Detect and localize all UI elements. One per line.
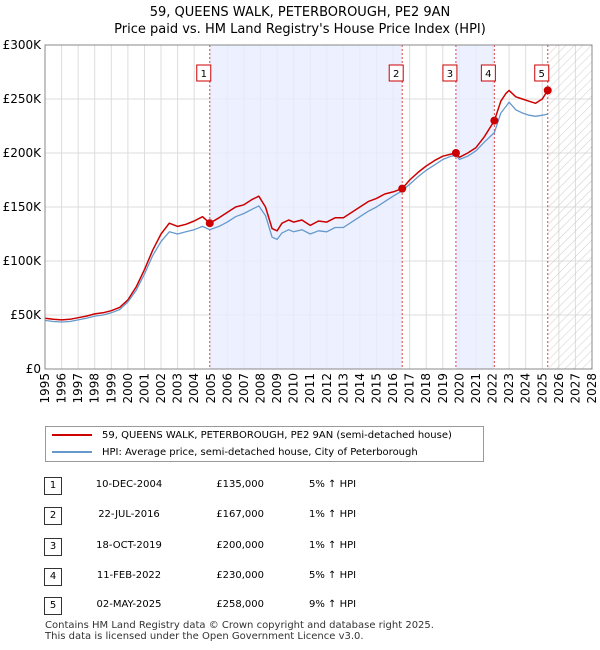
x-tick-label: 1998: [88, 373, 102, 404]
x-tick-label: 2020: [452, 373, 466, 404]
x-tick-label: 2011: [303, 373, 317, 404]
y-tick-label: £100K: [3, 254, 43, 268]
y-tick-label: £300K: [3, 38, 43, 52]
x-tick-label: 1995: [38, 373, 52, 404]
x-tick-label: 2013: [336, 373, 350, 404]
x-tick-label: 2009: [270, 373, 284, 404]
x-tick-label: 2014: [353, 373, 367, 404]
sale-marker: [206, 219, 214, 227]
x-tick-label: 2008: [253, 373, 267, 404]
y-tick-label: £200K: [3, 146, 43, 160]
x-tick-label: 2003: [171, 373, 185, 404]
sale-hpi: 5% ↑ HPI: [309, 479, 389, 490]
shaded-period: [456, 45, 494, 369]
x-tick-label: 2025: [535, 373, 549, 404]
x-tick-label: 2027: [568, 373, 582, 404]
price-chart: 59, QUEENS WALK, PETERBOROUGH, PE2 9AN P…: [0, 0, 600, 420]
sale-hpi: 5% ↑ HPI: [309, 570, 389, 581]
legend-label-property: 59, QUEENS WALK, PETERBOROUGH, PE2 9AN (…: [102, 430, 452, 441]
x-tick-label: 2028: [585, 373, 599, 404]
x-tick-label: 2023: [502, 373, 516, 404]
x-tick-label: 2001: [137, 373, 151, 404]
sale-marker: [490, 117, 498, 125]
chart-title: 59, QUEENS WALK, PETERBOROUGH, PE2 9AN: [150, 5, 451, 20]
x-tick-label: 2018: [419, 373, 433, 404]
table-row: 1 10-DEC-2004 £135,000 5% ↑ HPI: [44, 477, 464, 495]
sale-date: 22-JUL-2016: [84, 509, 174, 520]
table-row: 3 18-OCT-2019 £200,000 1% ↑ HPI: [44, 538, 464, 556]
sale-label: 3: [447, 69, 453, 80]
sale-label: 2: [393, 69, 399, 80]
x-tick-label: 2017: [403, 373, 417, 404]
y-tick-label: £250K: [3, 92, 43, 106]
sale-hpi: 9% ↑ HPI: [309, 599, 389, 610]
x-tick-label: 2007: [237, 373, 251, 404]
y-tick-label: £150K: [3, 200, 43, 214]
legend: 59, QUEENS WALK, PETERBOROUGH, PE2 9AN (…: [45, 426, 484, 462]
sale-number: 3: [44, 538, 62, 556]
sale-number: 1: [44, 477, 62, 495]
y-tick-label: £50K: [10, 308, 42, 322]
x-tick-label: 2004: [187, 373, 201, 404]
sale-hpi: 1% ↑ HPI: [309, 540, 389, 551]
x-tick-label: 1997: [71, 373, 85, 404]
footer-licence: This data is licensed under the Open Gov…: [45, 631, 434, 642]
sale-marker: [398, 185, 406, 193]
sale-price: £135,000: [194, 479, 264, 490]
sale-label: 1: [201, 69, 207, 80]
sale-date: 10-DEC-2004: [84, 479, 174, 490]
legend-swatch-hpi: [52, 451, 92, 453]
x-tick-label: 2026: [552, 373, 566, 404]
sale-price: £230,000: [194, 570, 264, 581]
x-tick-label: 1999: [104, 373, 118, 404]
x-tick-label: 2012: [320, 373, 334, 404]
sale-number: 5: [44, 597, 62, 615]
x-tick-label: 2021: [469, 373, 483, 404]
sale-date: 11-FEB-2022: [84, 570, 174, 581]
sale-hpi: 1% ↑ HPI: [309, 509, 389, 520]
sale-label: 4: [485, 69, 491, 80]
sale-price: £258,000: [194, 599, 264, 610]
legend-item-property: 59, QUEENS WALK, PETERBOROUGH, PE2 9AN (…: [52, 427, 452, 443]
x-tick-label: 2022: [486, 373, 500, 404]
table-row: 5 02-MAY-2025 £258,000 9% ↑ HPI: [44, 597, 464, 615]
sale-date: 02-MAY-2025: [84, 599, 174, 610]
legend-label-hpi: HPI: Average price, semi-detached house,…: [102, 447, 418, 458]
sale-label: 5: [539, 69, 545, 80]
x-tick-label: 2006: [220, 373, 234, 404]
x-tick-label: 1996: [55, 373, 69, 404]
table-row: 4 11-FEB-2022 £230,000 5% ↑ HPI: [44, 568, 464, 586]
x-tick-label: 2002: [154, 373, 168, 404]
x-tick-label: 2024: [519, 373, 533, 404]
footer: Contains HM Land Registry data © Crown c…: [45, 620, 434, 642]
x-tick-label: 2000: [121, 373, 135, 404]
sale-date: 18-OCT-2019: [84, 540, 174, 551]
x-tick-label: 2015: [370, 373, 384, 404]
table-row: 2 22-JUL-2016 £167,000 1% ↑ HPI: [44, 507, 464, 525]
x-tick-label: 2010: [287, 373, 301, 404]
x-tick-label: 2019: [436, 373, 450, 404]
legend-item-hpi: HPI: Average price, semi-detached house,…: [52, 444, 418, 460]
sale-price: £200,000: [194, 540, 264, 551]
chart-subtitle: Price paid vs. HM Land Registry's House …: [114, 22, 486, 37]
footer-copyright: Contains HM Land Registry data © Crown c…: [45, 620, 434, 631]
x-tick-label: 2016: [386, 373, 400, 404]
legend-swatch-property: [52, 434, 92, 436]
sale-marker: [544, 86, 552, 94]
forecast-hatch: [548, 45, 592, 369]
sale-number: 2: [44, 507, 62, 525]
sale-price: £167,000: [194, 509, 264, 520]
sale-marker: [452, 149, 460, 157]
sale-number: 4: [44, 568, 62, 586]
x-tick-label: 2005: [204, 373, 218, 404]
shaded-period: [210, 45, 402, 369]
